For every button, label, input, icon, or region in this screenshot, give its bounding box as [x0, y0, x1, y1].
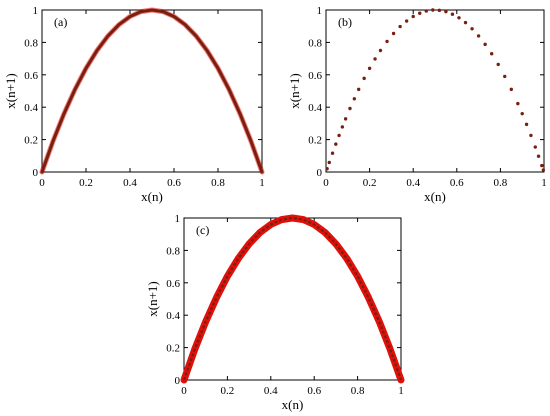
y-axis-label: x(n+1)	[287, 73, 302, 109]
data-point	[334, 142, 338, 146]
y-tick-label: 0.2	[166, 343, 180, 355]
data-point	[529, 133, 533, 138]
data-point	[524, 122, 529, 127]
data-point	[483, 42, 487, 47]
y-tick-label: 0.6	[308, 70, 322, 82]
x-axis-label: x(n)	[424, 189, 446, 204]
y-tick-label: 0.2	[308, 135, 322, 147]
data-point	[327, 160, 331, 165]
data-point	[540, 163, 544, 168]
x-tick-label: 0	[39, 177, 45, 189]
data-point	[533, 145, 537, 149]
data-point	[520, 111, 524, 116]
y-axis-label: x(n+1)	[145, 281, 160, 317]
y-tick-label: 1	[317, 5, 323, 17]
data-point	[391, 31, 396, 36]
data-point	[509, 87, 513, 92]
data-point	[325, 167, 329, 171]
data-point	[367, 66, 372, 71]
data-point	[352, 97, 357, 101]
y-tick-label: 0.4	[24, 102, 38, 114]
data-point	[431, 8, 435, 12]
y-tick-label: 0.8	[166, 245, 180, 257]
data-point	[476, 34, 481, 38]
x-tick-label: 1	[259, 177, 265, 189]
data-point	[450, 12, 455, 16]
data-point	[348, 106, 352, 111]
series-line	[40, 8, 264, 174]
data-point	[536, 154, 541, 158]
data-point	[437, 8, 442, 13]
y-tick-label: 0.8	[308, 37, 322, 49]
x-tick-label: 0.6	[307, 385, 321, 397]
x-tick-label: 0.8	[494, 177, 508, 189]
panel-label: (c)	[196, 223, 209, 237]
data-point	[463, 20, 468, 25]
panel-c: 0 0.2 0.4 0.6 0.8 1 0 0.2 0.4 0.6 0.8 1 x(n) x(n+1) (c…	[145, 213, 405, 412]
y-tick-label: 0	[317, 167, 323, 179]
data-point	[411, 14, 415, 19]
y-tick-label: 0.2	[24, 135, 38, 147]
data-point	[330, 151, 335, 155]
y-tick-label: 0.4	[166, 310, 180, 322]
x-tick-label: 0.2	[221, 385, 235, 397]
data-point	[343, 117, 348, 121]
data-point	[457, 16, 461, 20]
data-point	[470, 27, 474, 31]
y-tick-label: 0.8	[24, 37, 38, 49]
x-tick-label: 0.8	[351, 385, 365, 397]
x-tick-label: 0	[181, 385, 187, 397]
y-tick-label: 0.4	[308, 102, 322, 114]
y-tick-label: 0	[175, 375, 181, 387]
x-tick-label: 0.2	[79, 177, 93, 189]
x-tick-label: 0.6	[167, 177, 181, 189]
x-axis-label: x(n)	[282, 397, 304, 412]
x-tick-label: 0.4	[406, 177, 420, 189]
y-tick-label: 0.6	[24, 70, 38, 82]
data-point	[373, 57, 377, 61]
x-tick-label: 1	[398, 385, 404, 397]
panel-label: (a)	[54, 15, 67, 29]
data-point	[398, 24, 402, 29]
y-tick-label: 1	[175, 213, 181, 225]
x-tick-label: 0.2	[363, 177, 377, 189]
y-tick-label: 0	[33, 167, 39, 179]
x-tick-label: 0.6	[450, 177, 464, 189]
x-tick-label: 0.4	[264, 385, 278, 397]
data-point	[418, 11, 422, 15]
data-point	[385, 39, 389, 44]
panel-b: 0 0.2 0.4 0.6 0.8 1 0 0.2 0.4 0.6 0.8 1 x(n) x(n+1) (b…	[287, 5, 547, 204]
x-axis-label: x(n)	[141, 189, 163, 204]
data-point	[362, 76, 366, 81]
data-point	[340, 125, 345, 129]
data-point	[357, 87, 361, 92]
data-point	[489, 52, 494, 56]
y-tick-label: 1	[33, 5, 39, 17]
data-point	[444, 9, 448, 14]
y-tick-label: 0.6	[166, 278, 180, 290]
plot-frame	[325, 9, 545, 173]
panel-a: 0 0.2 0.4 0.6 0.8 1 0 0.2 0.4 0.6 0.8 1 x(n) x(n+1) (a…	[3, 5, 265, 204]
series-line	[182, 216, 403, 381]
data-point	[541, 168, 546, 172]
data-point	[337, 133, 341, 138]
data-point	[424, 9, 428, 13]
x-tick-label: 0	[323, 177, 329, 189]
data-point	[516, 101, 520, 106]
data-point	[496, 62, 500, 67]
x-tick-label: 0.4	[123, 177, 137, 189]
y-axis-label: x(n+1)	[3, 73, 18, 109]
x-tick-label: 1	[541, 177, 547, 189]
data-point	[378, 48, 383, 53]
x-tick-label: 0.8	[211, 177, 225, 189]
data-point	[404, 19, 409, 23]
panel-label: (b)	[338, 15, 352, 29]
data-point	[503, 74, 507, 79]
